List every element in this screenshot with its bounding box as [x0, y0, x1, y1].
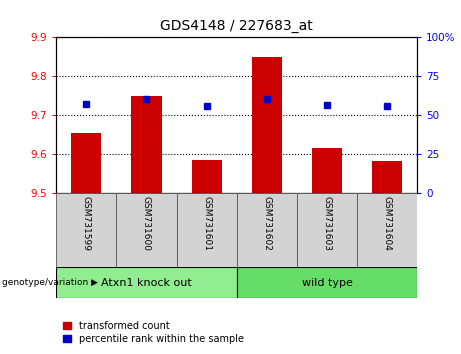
Bar — [71, 133, 101, 193]
Text: GSM731604: GSM731604 — [383, 196, 392, 251]
Bar — [312, 148, 342, 193]
Bar — [237, 193, 297, 267]
Bar — [252, 57, 282, 193]
Text: wild type: wild type — [301, 278, 352, 288]
Text: GSM731603: GSM731603 — [322, 196, 331, 251]
Bar — [357, 193, 417, 267]
Legend: transformed count, percentile rank within the sample: transformed count, percentile rank withi… — [61, 319, 246, 346]
Bar — [297, 193, 357, 267]
Text: Atxn1 knock out: Atxn1 knock out — [101, 278, 192, 288]
Bar — [237, 267, 417, 298]
Bar — [56, 267, 236, 298]
Text: GSM731600: GSM731600 — [142, 196, 151, 251]
Bar — [131, 96, 161, 193]
Text: genotype/variation ▶: genotype/variation ▶ — [2, 278, 98, 287]
Bar — [192, 160, 222, 193]
Bar — [116, 193, 177, 267]
Bar — [177, 193, 237, 267]
Text: GSM731599: GSM731599 — [82, 196, 91, 251]
Text: GSM731602: GSM731602 — [262, 196, 272, 251]
Title: GDS4148 / 227683_at: GDS4148 / 227683_at — [160, 19, 313, 33]
Bar — [56, 193, 116, 267]
Bar — [372, 161, 402, 193]
Text: GSM731601: GSM731601 — [202, 196, 211, 251]
